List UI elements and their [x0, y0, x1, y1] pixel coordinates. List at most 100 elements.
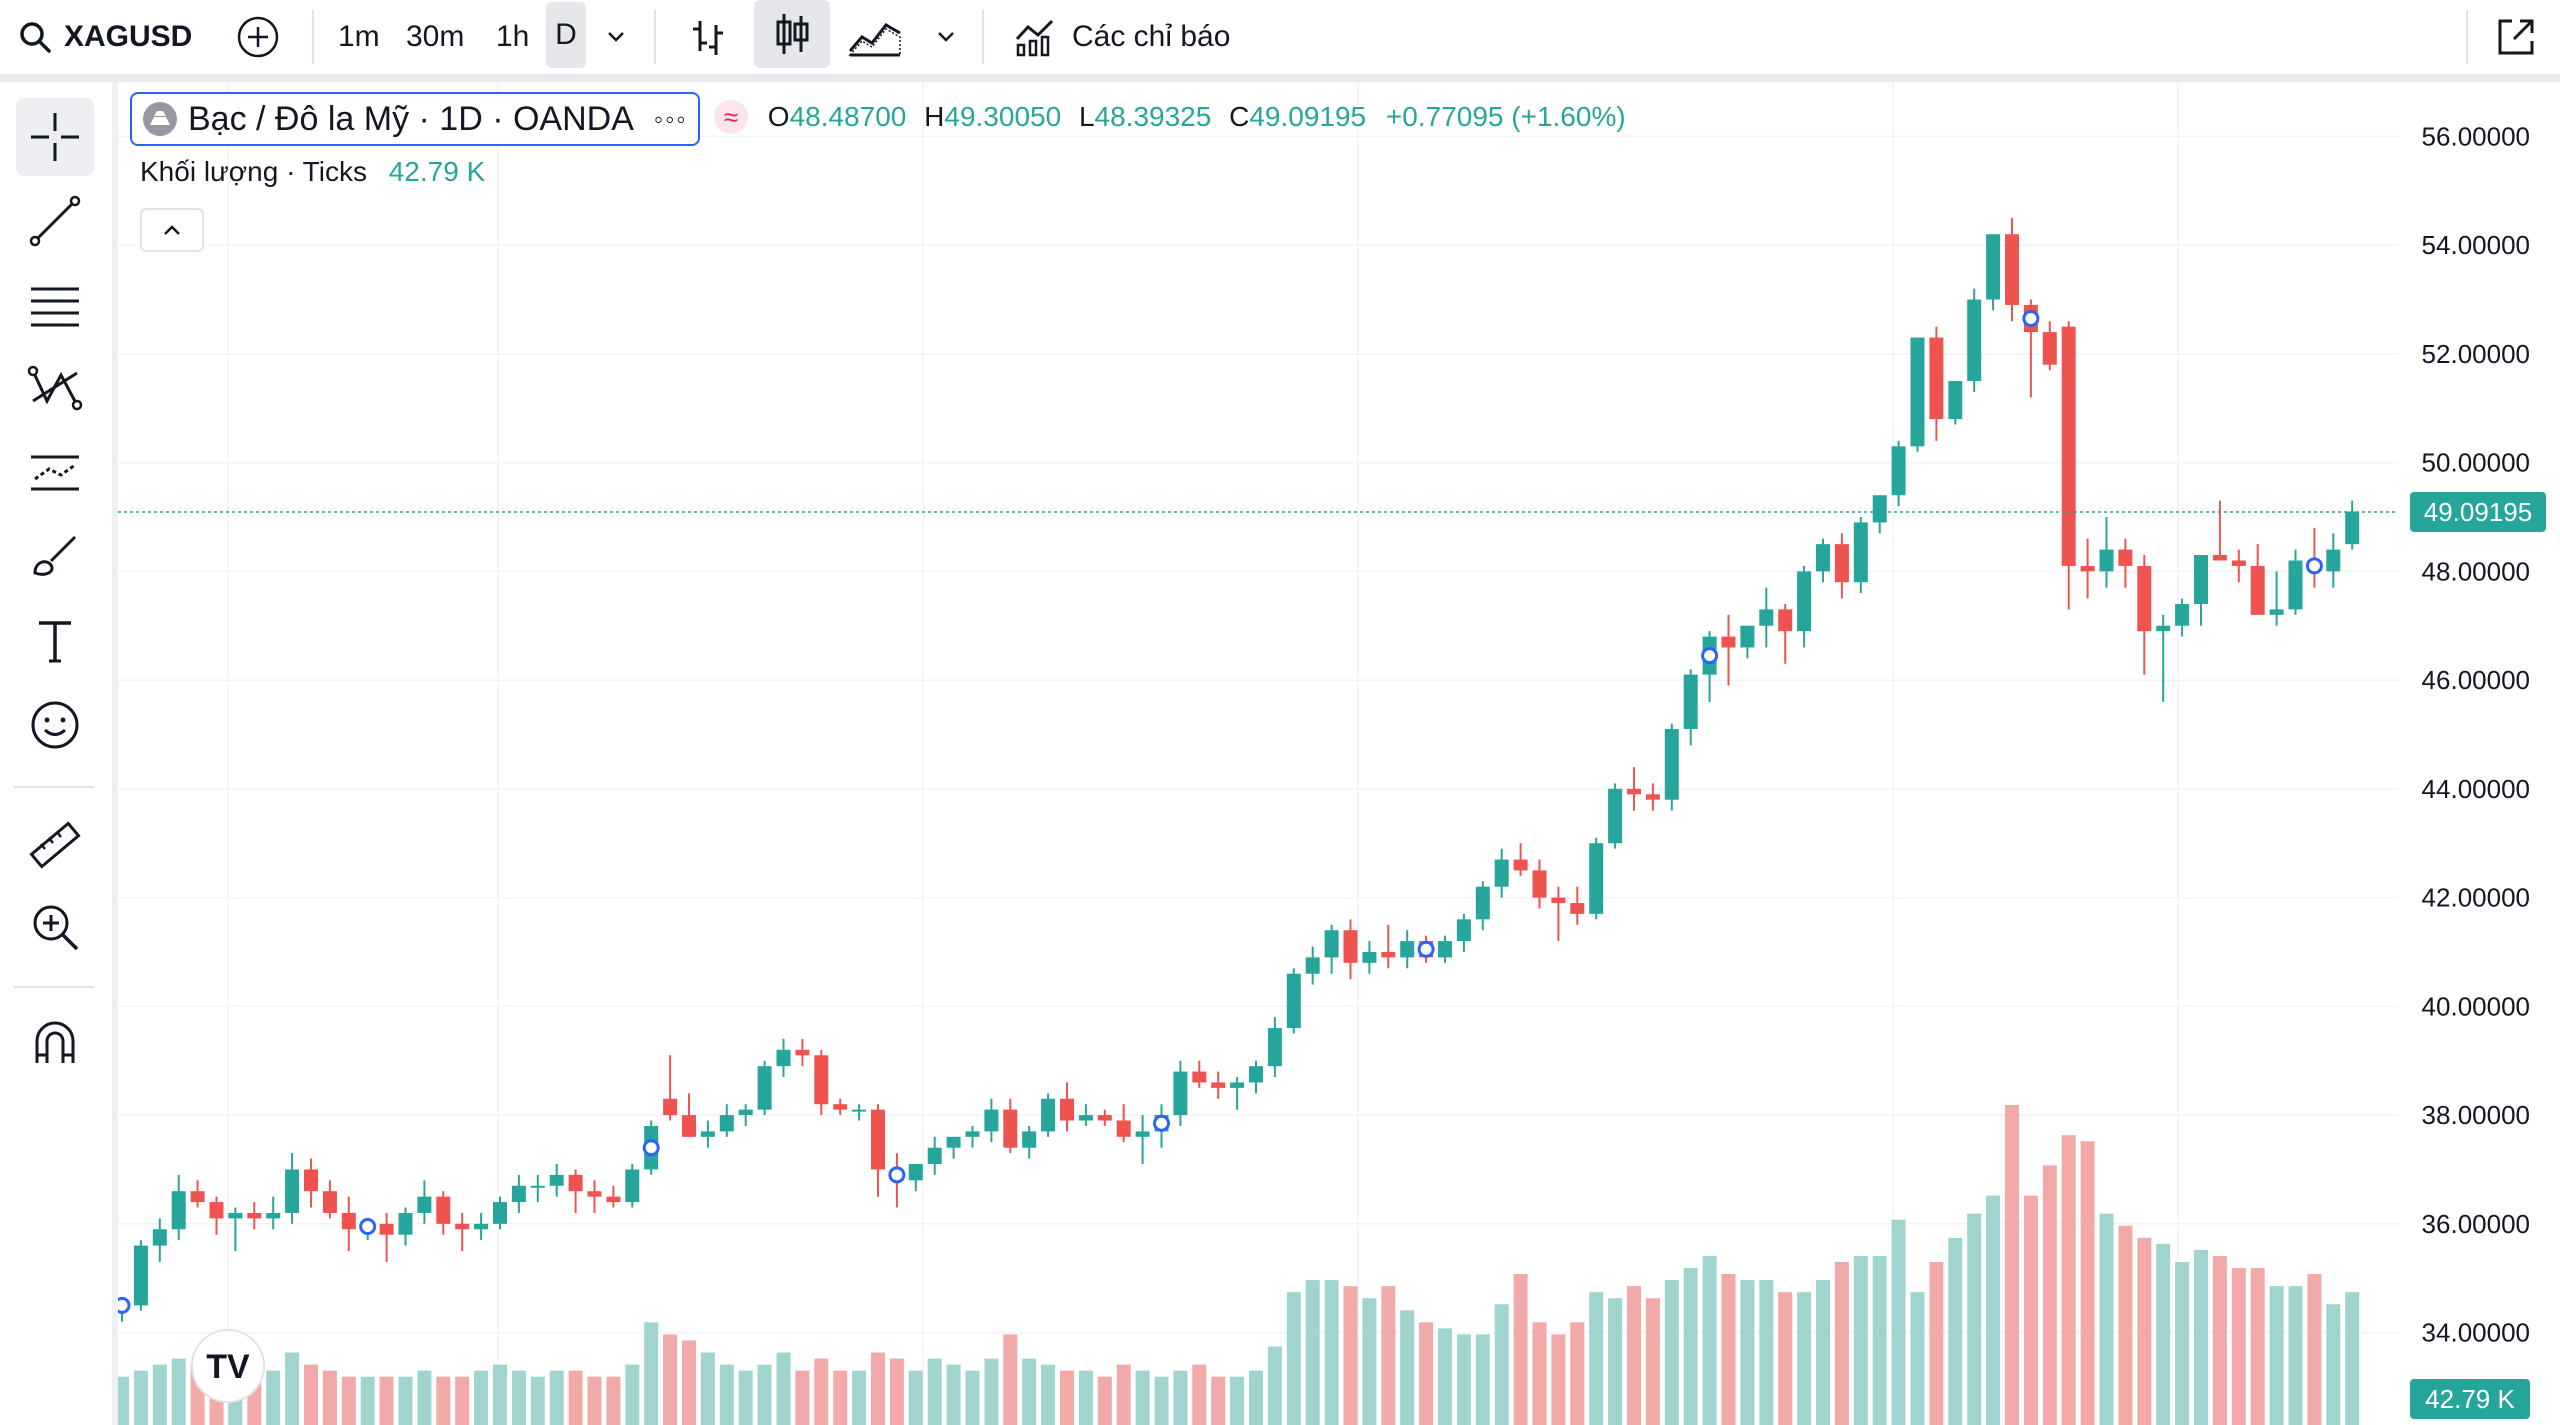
fib-retracement-tool[interactable]	[16, 266, 94, 344]
candle-body	[341, 1212, 356, 1230]
candle	[2156, 614, 2171, 702]
candle-body	[2269, 609, 2284, 615]
interval-d[interactable]: D	[546, 2, 586, 68]
candle-body	[266, 1212, 281, 1219]
emoji-tool[interactable]	[16, 686, 94, 764]
candle-body	[738, 1109, 753, 1116]
candle-body	[1343, 930, 1358, 963]
volume-bar	[1230, 1376, 1245, 1425]
ohlc-values: ≈ O48.48700 H49.30050 L48.39325 C49.0919…	[714, 100, 1626, 134]
sidebar-divider	[14, 786, 94, 788]
interval-1h[interactable]: 1h	[496, 20, 530, 53]
volume-bar	[133, 1370, 148, 1425]
volume-bar	[436, 1376, 451, 1425]
trend-line-tool[interactable]	[16, 182, 94, 260]
interval-dropdown[interactable]	[604, 0, 628, 74]
trend-line-icon	[29, 195, 81, 247]
series-title-box[interactable]: Bạc / Đô la Mỹ · 1D · OANDA ◦◦◦	[130, 92, 700, 146]
volume-bar	[2005, 1105, 2019, 1425]
candle-body	[1003, 1109, 1018, 1148]
compare-button[interactable]	[236, 0, 280, 74]
candle-body	[133, 1245, 148, 1306]
candle	[1986, 234, 2001, 311]
interval-30m[interactable]: 30m	[406, 20, 465, 53]
crosshair-tool[interactable]	[16, 98, 94, 176]
candle	[587, 1180, 602, 1213]
toolbar-divider	[982, 10, 984, 64]
price-axis: 56.00000 54.00000 52.00000 50.00000 48.00000…	[2398, 82, 2560, 1425]
event-marker	[2022, 310, 2040, 328]
candle	[455, 1212, 470, 1252]
y-tick-label: 38.00000	[2422, 1100, 2530, 1130]
candle-body	[1891, 446, 1906, 496]
search-icon	[20, 22, 51, 53]
more-options-icon[interactable]: ◦◦◦	[653, 103, 688, 134]
candle	[625, 1164, 640, 1208]
toolbar-divider	[654, 10, 656, 64]
zoom-tool[interactable]	[16, 888, 94, 966]
volume-bar	[1249, 1370, 1263, 1425]
area-chart-type-button[interactable]	[848, 0, 902, 74]
brush-tool[interactable]	[16, 518, 94, 596]
candle	[1910, 337, 1925, 452]
interval-1m[interactable]: 1m	[338, 20, 380, 53]
bar-chart-type-button[interactable]	[688, 0, 728, 74]
volume-bar	[455, 1376, 470, 1425]
candle-body	[871, 1109, 885, 1170]
price-chart[interactable]: 56.00000 54.00000 52.00000 50.00000 48.00000…	[118, 82, 2560, 1425]
candle-body	[700, 1131, 715, 1137]
volume-bar	[474, 1370, 489, 1425]
candle-body	[1910, 337, 1925, 447]
candle	[1230, 1077, 1245, 1110]
low-label: L	[1078, 101, 1095, 132]
pattern-tool[interactable]	[16, 350, 94, 428]
volume-bar	[1570, 1322, 1585, 1425]
candle-body	[1211, 1082, 1226, 1088]
forecast-icon	[31, 455, 79, 491]
y-tick-label: 34.00000	[2422, 1318, 2530, 1348]
indicators-button[interactable]: Các chỉ báo	[1014, 0, 1230, 74]
candle	[247, 1202, 262, 1230]
y-tick-label: 36.00000	[2422, 1209, 2530, 1239]
candle	[152, 1218, 167, 1262]
candle	[133, 1240, 148, 1311]
candle-body	[1192, 1071, 1207, 1083]
text-tool[interactable]	[16, 602, 94, 680]
candle-body	[1438, 941, 1452, 958]
collapse-legend-button[interactable]	[140, 208, 204, 252]
volume-bar	[493, 1364, 507, 1425]
candle-body	[1986, 234, 2001, 300]
volume-bar	[1645, 1298, 1660, 1425]
measure-tool[interactable]	[16, 806, 94, 884]
event-markers	[118, 310, 2323, 1314]
magnet-icon	[35, 1021, 75, 1063]
candle	[1948, 381, 1963, 425]
candle-body	[304, 1169, 318, 1192]
tradingview-logo[interactable]: TV	[191, 1329, 265, 1403]
candles-icon	[776, 14, 809, 54]
candle-body	[2156, 625, 2171, 632]
candle-body	[190, 1191, 205, 1203]
volume-legend: Khối lượng · Ticks 42.79 K	[140, 156, 485, 188]
candle-chart-type-button[interactable]	[754, 0, 830, 68]
volume-bar	[871, 1352, 885, 1425]
candle-body	[1759, 609, 1774, 626]
candle-body	[908, 1164, 923, 1181]
volume-bar	[2231, 1268, 2246, 1425]
y-tick-label: 46.00000	[2422, 665, 2530, 695]
forecast-tool[interactable]	[16, 434, 94, 512]
candle-body	[1230, 1082, 1245, 1088]
volume-bar	[1211, 1376, 1226, 1425]
candle	[2061, 321, 2076, 610]
candle-body	[814, 1055, 829, 1105]
chart-type-dropdown[interactable]	[934, 0, 958, 74]
magnet-tool[interactable]	[16, 1004, 94, 1082]
open-in-new-button[interactable]	[2494, 0, 2538, 74]
high-value: 49.30050	[944, 101, 1062, 132]
candle-body	[682, 1115, 696, 1137]
candle-body	[2194, 555, 2208, 604]
volume-bar	[1816, 1280, 1830, 1425]
svg-text:TV: TV	[206, 1348, 250, 1386]
symbol-search[interactable]: XAGUSD	[18, 0, 192, 74]
volume-bar	[1608, 1298, 1623, 1425]
